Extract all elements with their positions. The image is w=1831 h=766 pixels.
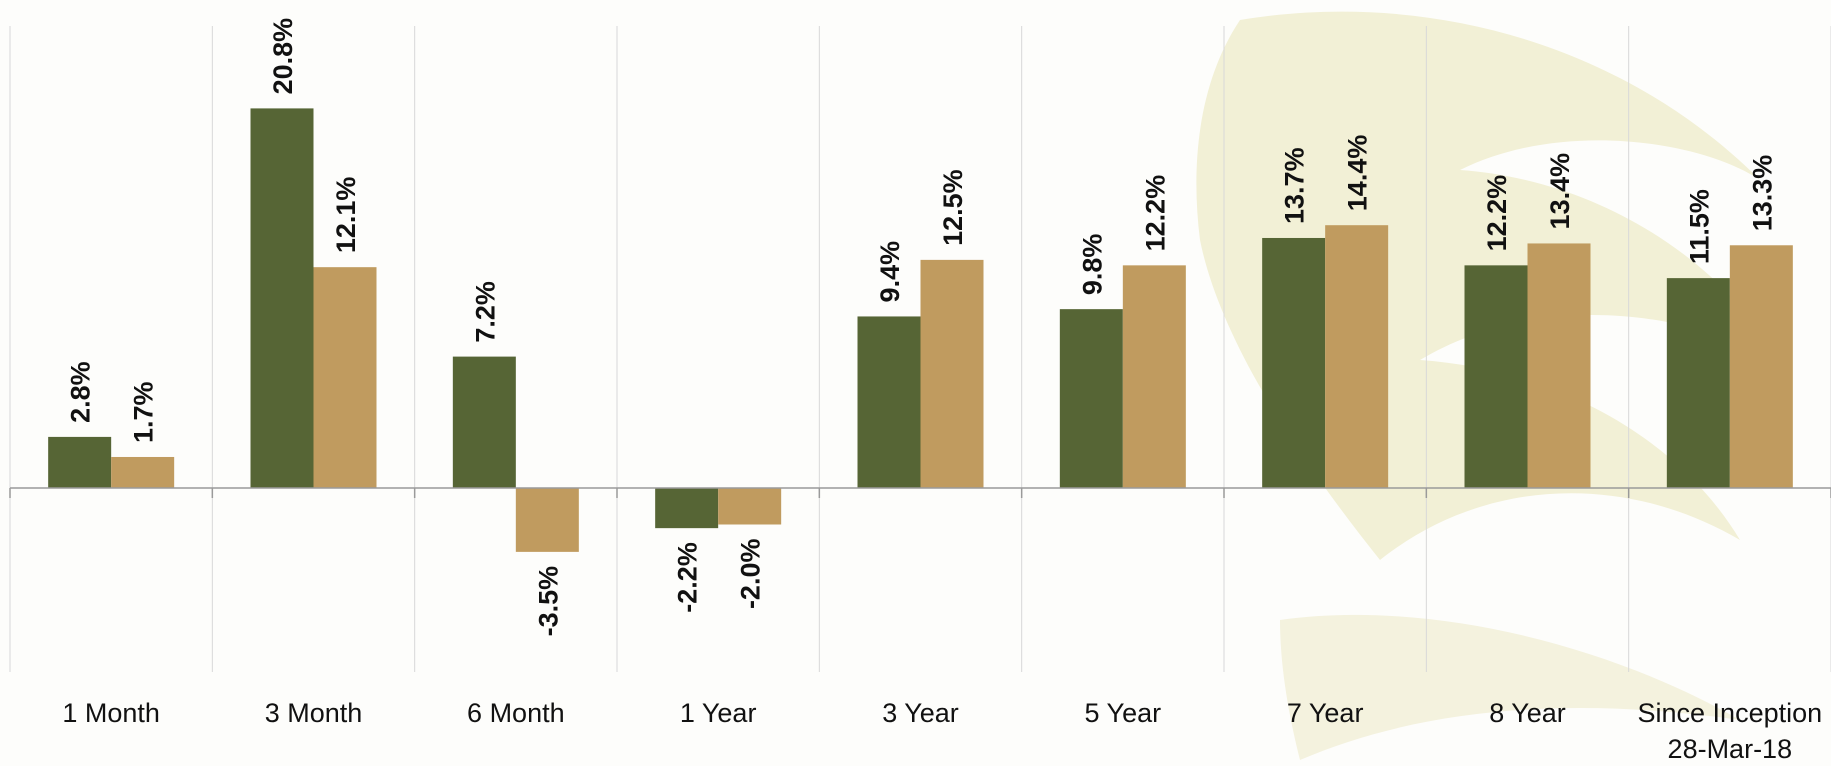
category-label: 1 Year — [680, 698, 757, 728]
data-label: 12.5% — [938, 169, 968, 246]
data-label: 20.8% — [268, 18, 298, 95]
bar-series-1-1 — [250, 108, 314, 489]
bar-series-1-6 — [1262, 237, 1326, 488]
data-label: -3.5% — [533, 566, 563, 637]
data-label: 13.4% — [1545, 153, 1575, 230]
category-label: 7 Year — [1287, 698, 1364, 728]
data-label: 13.7% — [1280, 147, 1310, 224]
data-label: 14.4% — [1343, 135, 1373, 212]
bar-series-2-1 — [313, 267, 377, 488]
data-label: 11.5% — [1684, 189, 1714, 264]
category-label: 3 Month — [265, 698, 363, 728]
bar-series-2-2 — [515, 488, 579, 552]
data-label: -2.2% — [673, 542, 703, 613]
bar-series-1-5 — [1059, 309, 1123, 488]
bar-series-2-7 — [1527, 243, 1591, 488]
data-label: 12.1% — [331, 177, 361, 254]
data-label: 12.2% — [1140, 175, 1170, 252]
data-label: -2.0% — [736, 539, 766, 610]
category-label: 6 Month — [467, 698, 565, 728]
data-label: 2.8% — [66, 361, 96, 423]
category-label: 3 Year — [882, 698, 959, 728]
data-label: 13.3% — [1747, 155, 1777, 232]
bar-series-2-8 — [1729, 245, 1793, 488]
data-label: 7.2% — [470, 281, 500, 343]
bar-series-1-8 — [1666, 278, 1730, 488]
data-label: 9.8% — [1077, 234, 1107, 296]
data-label: 9.4% — [875, 241, 905, 303]
bar-series-1-3 — [655, 488, 719, 529]
bar-series-2-4 — [920, 259, 984, 488]
bar-series-2-3 — [718, 488, 782, 525]
data-label: 12.2% — [1482, 175, 1512, 252]
data-label: 1.7% — [129, 381, 159, 443]
bar-series-1-0 — [48, 436, 112, 488]
category-sublabel: 28-Mar-18 — [1668, 734, 1793, 764]
category-label: 1 Month — [62, 698, 160, 728]
bar-series-2-6 — [1325, 225, 1389, 488]
bar-series-2-5 — [1122, 265, 1186, 488]
category-label: Since Inception — [1638, 698, 1823, 728]
bar-series-1-4 — [857, 316, 921, 488]
bar-series-1-2 — [452, 356, 516, 488]
bar-series-2-0 — [111, 456, 175, 488]
category-label: 5 Year — [1085, 698, 1162, 728]
bar-series-1-7 — [1464, 265, 1528, 488]
category-gridlines — [9, 26, 1831, 672]
category-label: 8 Year — [1489, 698, 1566, 728]
